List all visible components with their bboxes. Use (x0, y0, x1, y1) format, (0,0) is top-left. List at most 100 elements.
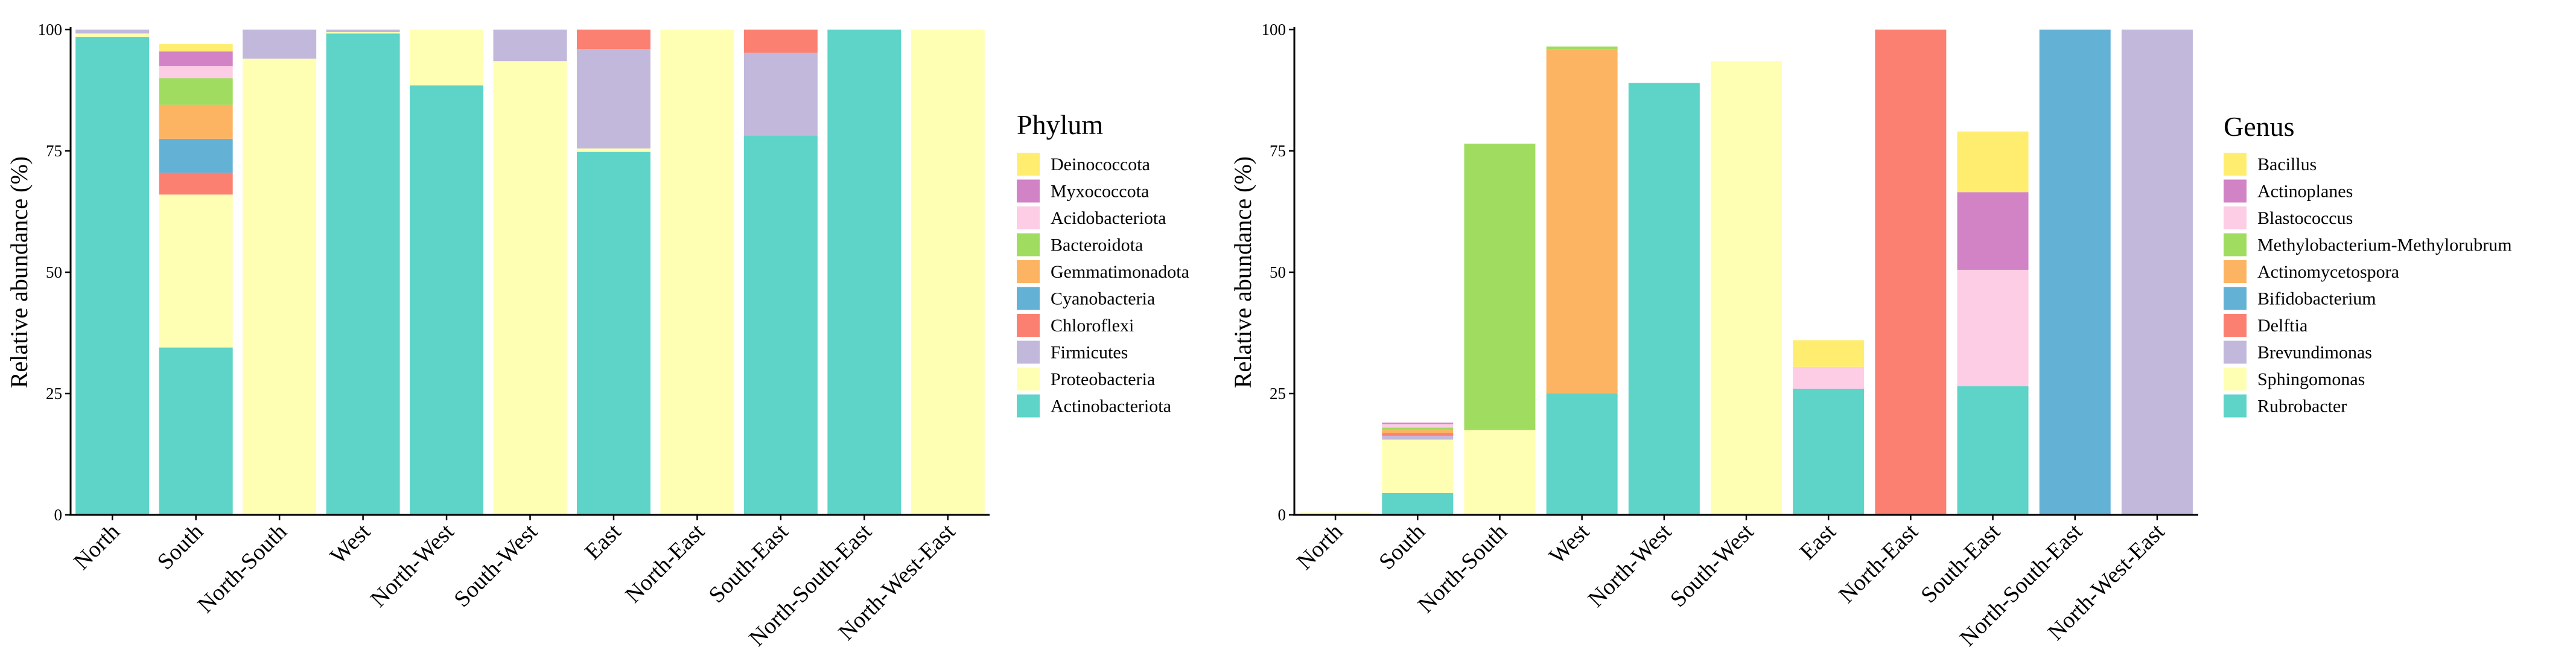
x-tick-label: South-East (1916, 518, 2005, 608)
bars (1300, 30, 2193, 515)
x-tick-label: North (69, 519, 124, 575)
legend-swatch (1017, 394, 1040, 418)
y-tick-label: 25 (1270, 384, 1286, 403)
bar-segment (1793, 388, 1865, 515)
x-tick-label: North-West (366, 518, 459, 612)
legend: Phylum Deinococcota Myxococcota Acidobacter… (1017, 109, 1189, 418)
y-axis-label: Relative abundance (%) (1229, 156, 1256, 388)
bar-segment (1711, 61, 1782, 515)
y-axis-label: Relative abundance (%) (5, 156, 33, 388)
bar-segment (1957, 269, 2029, 386)
legend-swatch (2224, 340, 2247, 364)
legend-label: Firmicutes (1051, 343, 1128, 363)
bar-segment (911, 30, 985, 515)
legend-swatch (2224, 233, 2247, 257)
legend-label: Delftia (2257, 316, 2307, 336)
bar-segment (1382, 424, 1454, 428)
bar-segment (326, 32, 400, 34)
legend-swatch (2224, 206, 2247, 229)
bar-segment (1382, 493, 1454, 515)
legend-swatch (2224, 394, 2247, 418)
legend-label: Deinococcota (1051, 155, 1150, 174)
bar-segment (1546, 46, 1618, 49)
bar-segment (1628, 83, 1700, 515)
bar-segment (1382, 423, 1454, 424)
bar-segment (576, 30, 650, 49)
genus-chart: 0 25 50 75 100 Relative abundance (%) North Sou… (1229, 21, 2512, 651)
bar-segment (827, 30, 902, 515)
legend-swatch (2224, 153, 2247, 176)
legend-label: Brevundimonas (2257, 343, 2372, 363)
bar-segment (243, 30, 317, 59)
legend: Genus Bacillus Actinoplanes Blastococcus Met… (2224, 111, 2512, 418)
bar-segment (159, 194, 233, 348)
x-tick-label: North-West (1583, 518, 1677, 612)
bar-segment (1382, 433, 1454, 436)
x-tick-label: West (325, 518, 375, 569)
legend-swatch (2224, 314, 2247, 337)
legend-label: Bifidobacterium (2257, 289, 2376, 309)
bar-segment (243, 59, 317, 515)
bar-segment (1546, 394, 1618, 515)
legend-swatch (2224, 368, 2247, 391)
x-tick-label: South-East (704, 518, 793, 608)
bar-segment (410, 30, 484, 86)
legend-label: Myxococcota (1051, 182, 1149, 202)
bar-segment (1382, 430, 1454, 433)
y-tick-label: 50 (46, 263, 62, 281)
bar-segment (159, 347, 233, 515)
bar-segment (75, 37, 150, 515)
legend-swatch (2224, 179, 2247, 203)
x-tick-label: South (153, 519, 208, 575)
bar-segment (1382, 435, 1454, 440)
x-tick-label: South-West (449, 518, 542, 612)
bar-segment (1464, 430, 1536, 515)
bar-segment (576, 152, 650, 515)
legend-label: Blastococcus (2257, 208, 2353, 228)
legend-swatch (1017, 368, 1040, 391)
x-tick-label: West (1544, 518, 1594, 569)
bar-segment (159, 104, 233, 139)
y-tick-label: 25 (46, 384, 62, 403)
bar-segment (159, 51, 233, 66)
bar-segment (159, 66, 233, 78)
legend-label: Chloroflexi (1051, 316, 1134, 336)
y-tick-label: 100 (1262, 21, 1286, 39)
bar-segment (75, 30, 150, 34)
legend-label: Proteobacteria (1051, 369, 1155, 389)
y-tick-label: 75 (46, 142, 62, 160)
legend-title: Phylum (1017, 109, 1103, 140)
bar-segment (576, 49, 650, 148)
x-tick-label: North-South (192, 519, 291, 618)
bar-segment (743, 30, 818, 53)
legend-swatch (1017, 340, 1040, 364)
bar-segment (743, 53, 818, 136)
legend-label: Actinoplanes (2257, 182, 2353, 202)
bar-segment (1957, 192, 2029, 270)
legend-label: Bacillus (2257, 155, 2317, 174)
legend-title: Genus (2224, 111, 2295, 142)
x-tick-label: North-East (620, 518, 710, 608)
bar-segment (159, 138, 233, 173)
bar-segment (75, 33, 150, 37)
bar-segment (326, 33, 400, 515)
legend-label: Bacteroidota (1051, 235, 1143, 255)
legend-label: Sphingomonas (2257, 369, 2365, 389)
bar-segment (576, 148, 650, 152)
phylum-chart: 0 25 50 75 100 Relative abundance (%) North Sou… (5, 21, 1189, 651)
legend-swatch (1017, 233, 1040, 257)
y-tick-label: 75 (1270, 142, 1286, 160)
legend-label: Methylobacterium-Methylorubrum (2257, 235, 2512, 255)
bar-segment (159, 44, 233, 52)
bar-segment (1382, 439, 1454, 493)
bar-segment (326, 30, 400, 33)
x-tick-label: East (580, 518, 626, 564)
legend-label: Acidobacteriota (1051, 208, 1166, 228)
legend-swatch (2224, 287, 2247, 310)
legend-label: Actinobacteriota (1051, 397, 1171, 416)
bar-segment (1957, 386, 2029, 515)
legend-label: Gemmatimonadota (1051, 262, 1189, 282)
bar-segment (1546, 49, 1618, 394)
legend-swatch (1017, 260, 1040, 283)
